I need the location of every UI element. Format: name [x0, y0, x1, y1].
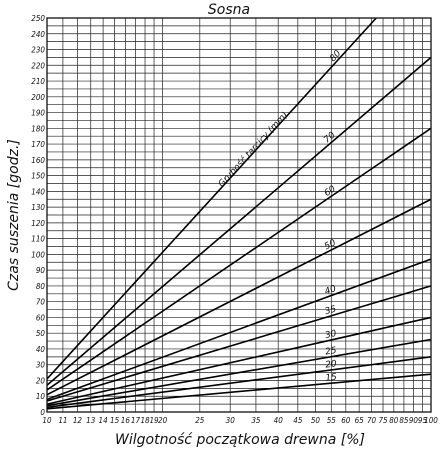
x-tick-label: 85	[399, 416, 409, 425]
x-tick-label: 95	[418, 416, 428, 425]
y-tick-label: 60	[36, 313, 46, 322]
x-tick-label: 11	[58, 416, 67, 425]
y-axis-title: Czas suszenia [godz.]	[6, 139, 22, 291]
series-line-40	[46, 258, 432, 401]
series-line-20	[46, 356, 432, 409]
series-line-50	[46, 198, 432, 396]
x-tick-label: 17	[131, 416, 141, 425]
y-tick-label: 90	[36, 266, 46, 275]
y-tick-label: 140	[31, 187, 45, 196]
y-tick-label: 40	[36, 345, 46, 354]
x-tick-label: 14	[99, 416, 109, 425]
series-line-60	[46, 127, 432, 391]
series-title: Grubość tarcicy (mm)	[216, 110, 290, 190]
x-tick-label: 30	[226, 416, 236, 425]
x-tick-label: 45	[293, 416, 303, 425]
series-label-35: 35	[324, 304, 338, 317]
y-tick-label: 150	[31, 172, 45, 181]
series-label-25: 25	[324, 346, 337, 358]
x-tick-label: 55	[327, 416, 337, 425]
x-tick-label: 60	[341, 416, 351, 425]
y-tick-label: 220	[31, 61, 45, 70]
x-tick-label: 65	[355, 416, 365, 425]
series-line-80	[46, 17, 377, 380]
series-line-15	[46, 373, 432, 410]
y-tick-label: 120	[31, 219, 45, 228]
x-tick-label: 40	[274, 416, 284, 425]
series-line-35	[46, 285, 432, 402]
plot-frame	[46, 17, 432, 413]
y-tick-label: 160	[31, 156, 45, 165]
series-label-80: 80	[328, 49, 343, 64]
y-tick-label: 20	[36, 376, 46, 385]
y-tick-label: 100	[31, 250, 45, 259]
y-tick-labels: 0 10 20 30 40 50 60 70 80 90 100 110 120 130 140 150 160…	[31, 14, 45, 417]
x-tick-label: 19	[149, 416, 159, 425]
x-tick-label: 100	[424, 416, 438, 425]
series-label-50: 50	[323, 238, 338, 252]
x-tick-label: 15	[110, 416, 120, 425]
x-tick-label: 18	[140, 416, 150, 425]
y-tick-label: 180	[31, 124, 45, 133]
x-tick-label: 10	[42, 416, 52, 425]
series-line-25	[46, 338, 432, 407]
y-tick-label: 80	[36, 282, 46, 291]
series-line-70	[46, 56, 432, 386]
y-tick-label: 110	[31, 235, 45, 244]
x-tick-label: 75	[378, 416, 388, 425]
series-label-60: 60	[323, 184, 338, 199]
y-tick-label: 0	[40, 408, 45, 417]
x-tick-label: 13	[86, 416, 96, 425]
series-label-20: 20	[325, 359, 338, 370]
x-axis-title: Wilgotność początkowa drewna [%]	[115, 432, 365, 448]
x-tick-label: 25	[195, 416, 205, 425]
series-lines	[46, 17, 432, 410]
series-label-15: 15	[325, 373, 338, 384]
y-tick-label: 10	[36, 392, 46, 401]
chart-title: Sosna	[208, 2, 250, 18]
x-tick-label: 16	[121, 416, 131, 425]
grid-lines	[46, 17, 432, 413]
series-line-30	[46, 316, 432, 405]
y-tick-label: 210	[31, 77, 45, 86]
x-tick-label: 90	[409, 416, 419, 425]
y-tick-label: 130	[31, 203, 45, 212]
y-tick-label: 230	[31, 46, 45, 55]
x-tick-label: 70	[367, 416, 377, 425]
y-tick-label: 200	[31, 93, 45, 102]
x-tick-labels: 10 11 12 13 14 15 16 17 18 19 20 25 30 35 40 45 50 55 60 65…	[42, 416, 438, 425]
series-label-40: 40	[324, 284, 338, 297]
series-label-30: 30	[324, 329, 338, 341]
y-tick-label: 30	[36, 361, 46, 370]
x-tick-label: 12	[73, 416, 83, 425]
y-tick-label: 250	[31, 14, 45, 23]
y-tick-label: 50	[36, 329, 46, 338]
y-tick-label: 240	[31, 30, 45, 39]
x-tick-label: 50	[311, 416, 321, 425]
x-tick-label: 20	[158, 416, 168, 425]
x-tick-label: 80	[389, 416, 399, 425]
series-label-70: 70	[322, 130, 337, 145]
y-tick-label: 190	[31, 109, 45, 118]
y-tick-label: 70	[36, 298, 46, 307]
x-tick-label: 35	[251, 416, 261, 425]
y-tick-label: 170	[31, 140, 45, 149]
